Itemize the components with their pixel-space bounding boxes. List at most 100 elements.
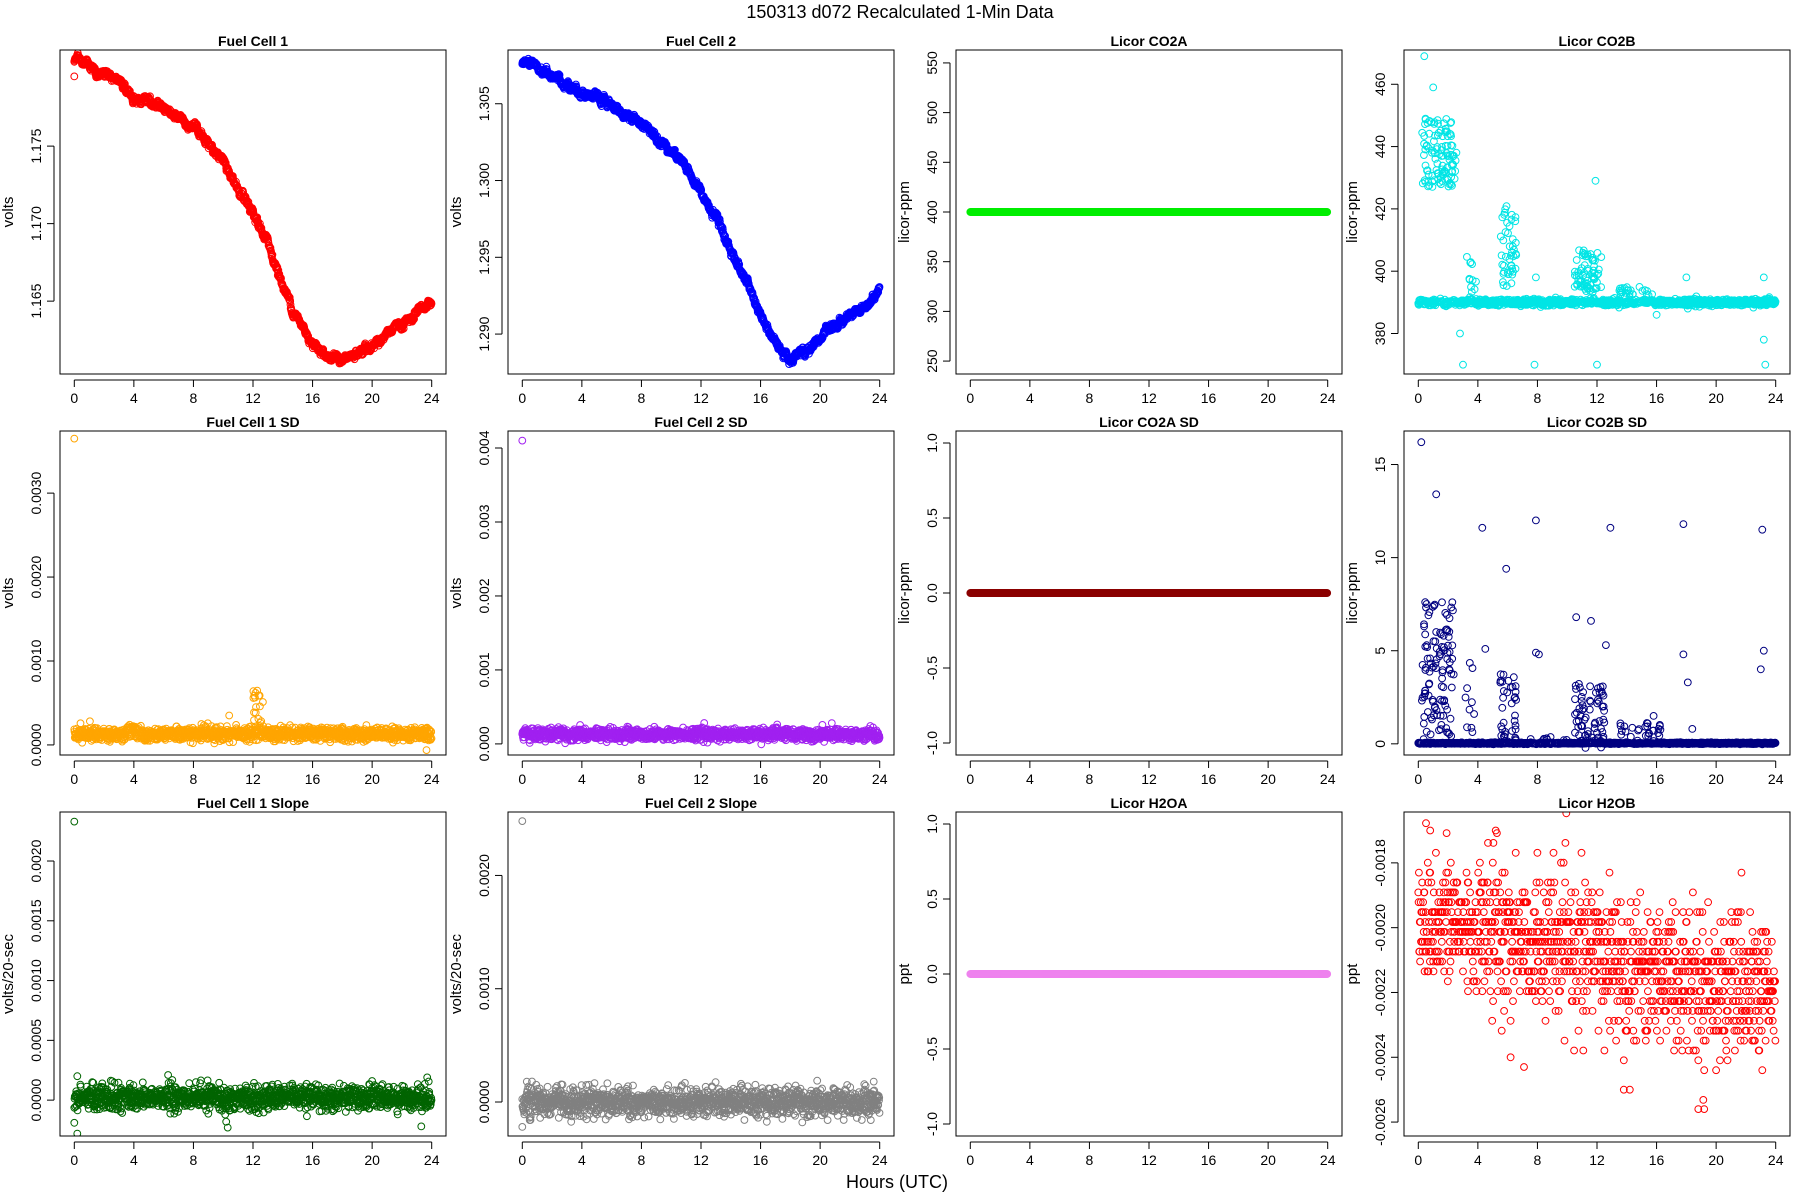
y-tick-label: 1.305 xyxy=(476,86,492,121)
x-tick-label: 8 xyxy=(190,390,198,406)
x-tick-label: 12 xyxy=(1141,390,1157,406)
x-tick-label: 24 xyxy=(1320,390,1336,406)
plot-frame xyxy=(507,49,895,375)
plot-frame xyxy=(955,49,1343,375)
panel-grid: Fuel Cell 10 4 8 12 16 20 241.1651.1701.175vol… xyxy=(0,33,1791,1168)
data-point xyxy=(1435,178,1444,187)
data-point xyxy=(1323,208,1332,216)
panel-fc2: Fuel Cell 20 4 8 12 16 20 241.2901.2951.3001.3… xyxy=(448,33,895,406)
data-point xyxy=(244,197,253,206)
data-point xyxy=(1444,182,1453,191)
y-axis-label: licor-ppm xyxy=(896,181,913,243)
x-tick-label: 0 xyxy=(518,390,526,406)
data-point xyxy=(1424,170,1433,179)
data-point xyxy=(1434,169,1443,178)
y-axis-label: volts xyxy=(448,197,465,228)
y-tick-label: 1.175 xyxy=(28,128,44,163)
series-points xyxy=(518,54,884,369)
data-point xyxy=(1463,253,1471,261)
data-point xyxy=(1442,168,1450,177)
x-tick-label: 20 xyxy=(812,390,828,406)
data-point xyxy=(70,72,79,81)
panel-title: Licor CO2B xyxy=(1558,33,1635,49)
x-tick-label: 12 xyxy=(693,390,709,406)
y-tick-label: 250 xyxy=(924,349,940,373)
data-point xyxy=(399,324,408,333)
data-point xyxy=(1428,146,1437,155)
data-point xyxy=(146,92,154,101)
data-point xyxy=(1446,119,1455,127)
series-points xyxy=(966,208,1332,216)
x-tick-label: 0 xyxy=(70,390,78,406)
data-point xyxy=(1424,178,1433,186)
x-axis: 0 4 8 12 16 20 24 xyxy=(70,379,440,406)
data-point xyxy=(1421,161,1430,170)
data-point xyxy=(1430,149,1439,158)
data-point xyxy=(1425,117,1434,125)
y-tick-label: 450 xyxy=(924,150,940,174)
x-tick-label: 16 xyxy=(753,390,769,406)
data-point xyxy=(1451,167,1460,176)
data-point xyxy=(1447,132,1455,141)
figure-x-axis-label: Hours (UTC) xyxy=(846,1172,948,1192)
x-tick-label: 20 xyxy=(364,390,380,406)
data-point xyxy=(1425,129,1434,138)
data-point xyxy=(1430,118,1439,126)
data-point xyxy=(1443,151,1452,160)
data-point xyxy=(874,288,883,296)
x-tick-label: 16 xyxy=(1201,390,1217,406)
y-tick-label: 1.295 xyxy=(476,240,492,275)
y-axis-label: volts xyxy=(0,197,17,228)
x-tick-label: 16 xyxy=(305,390,321,406)
x-tick-label: 24 xyxy=(872,390,888,406)
data-point xyxy=(286,300,295,309)
data-point xyxy=(1771,297,1780,306)
data-point xyxy=(1424,144,1433,153)
data-point xyxy=(1420,132,1429,140)
x-axis: 0 4 8 12 16 20 24 xyxy=(966,379,1336,406)
data-point xyxy=(1444,152,1453,161)
x-tick-label: 24 xyxy=(424,390,440,406)
data-point xyxy=(1428,177,1437,186)
x-tick-label: 4 xyxy=(130,390,138,406)
data-point xyxy=(1423,166,1432,175)
data-point xyxy=(1442,115,1451,123)
x-tick-label: 4 xyxy=(578,390,586,406)
data-point xyxy=(1432,145,1441,154)
data-point xyxy=(1439,151,1447,160)
data-point xyxy=(875,283,884,291)
data-point xyxy=(1433,159,1442,168)
x-tick-label: 4 xyxy=(1026,390,1034,406)
data-point xyxy=(1437,146,1446,155)
y-tick-label: 300 xyxy=(924,299,940,323)
data-point xyxy=(1428,183,1437,191)
data-point xyxy=(653,132,661,141)
x-axis: 0 4 8 12 16 20 24 xyxy=(518,379,888,406)
data-point xyxy=(1447,173,1456,181)
data-point xyxy=(1443,127,1451,136)
data-point xyxy=(1434,128,1443,137)
series-points xyxy=(1414,52,1780,369)
data-point xyxy=(1437,180,1445,189)
data-point xyxy=(1431,155,1440,163)
data-point xyxy=(1420,151,1428,160)
data-point xyxy=(1434,119,1442,128)
x-tick-label: 8 xyxy=(1086,390,1094,406)
x-tick-label: 8 xyxy=(638,390,646,406)
y-tick-label: 350 xyxy=(924,250,940,274)
data-point xyxy=(275,270,284,278)
figure-title: 150313 d072 Recalculated 1-Min Data xyxy=(746,2,1054,22)
panel-title: Fuel Cell 2 xyxy=(666,33,736,49)
data-point xyxy=(285,293,294,302)
data-point xyxy=(1438,143,1446,151)
data-point xyxy=(1437,126,1445,135)
data-point xyxy=(671,146,679,154)
data-point xyxy=(1448,141,1457,150)
panel-fc1: Fuel Cell 10 4 8 12 16 20 241.1651.1701.175vol… xyxy=(0,33,447,406)
